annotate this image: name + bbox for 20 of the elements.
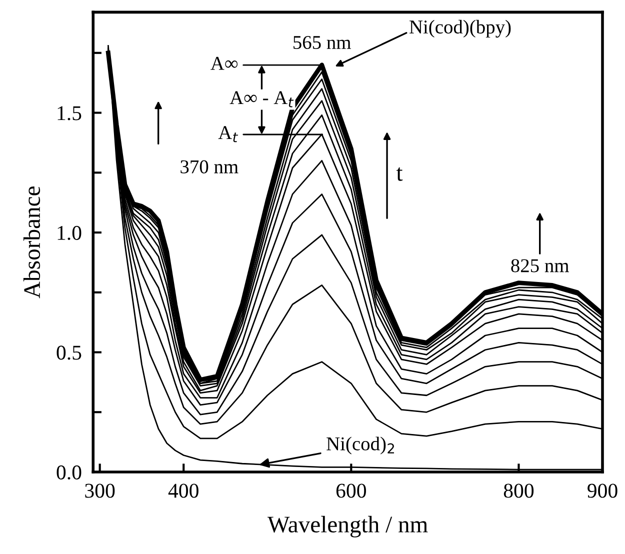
annotation: 565 nm (294, 36, 351, 50)
annotation: t (396, 167, 403, 181)
annotation: A∞ - A$_{t}$ (230, 91, 294, 108)
x-tick-label: 800 (504, 484, 534, 498)
annotation: Ni(cod)(bpy) (409, 20, 511, 38)
y-tick-label: 0.0 (56, 465, 82, 480)
annotation: Ni(cod)$_{2}$ (326, 436, 394, 454)
annotation: 370 nm (180, 160, 238, 174)
y-tick-label: 1.5 (58, 106, 82, 120)
x-axis-title: Wavelength / nm (267, 516, 428, 538)
y-tick-label: 1.0 (58, 226, 82, 240)
x-tick-label: 400 (168, 484, 198, 498)
annotation: A$_{t}$ (218, 126, 238, 142)
y-tick-label: 0.5 (56, 346, 82, 360)
x-tick-label: 900 (588, 484, 618, 498)
annotation: 825 nm (511, 259, 569, 272)
x-tick-label: 300 (85, 484, 115, 498)
x-tick-label: 600 (336, 484, 366, 498)
annotation: A∞ (210, 56, 238, 70)
y-axis-title: Absorbance (23, 186, 40, 298)
